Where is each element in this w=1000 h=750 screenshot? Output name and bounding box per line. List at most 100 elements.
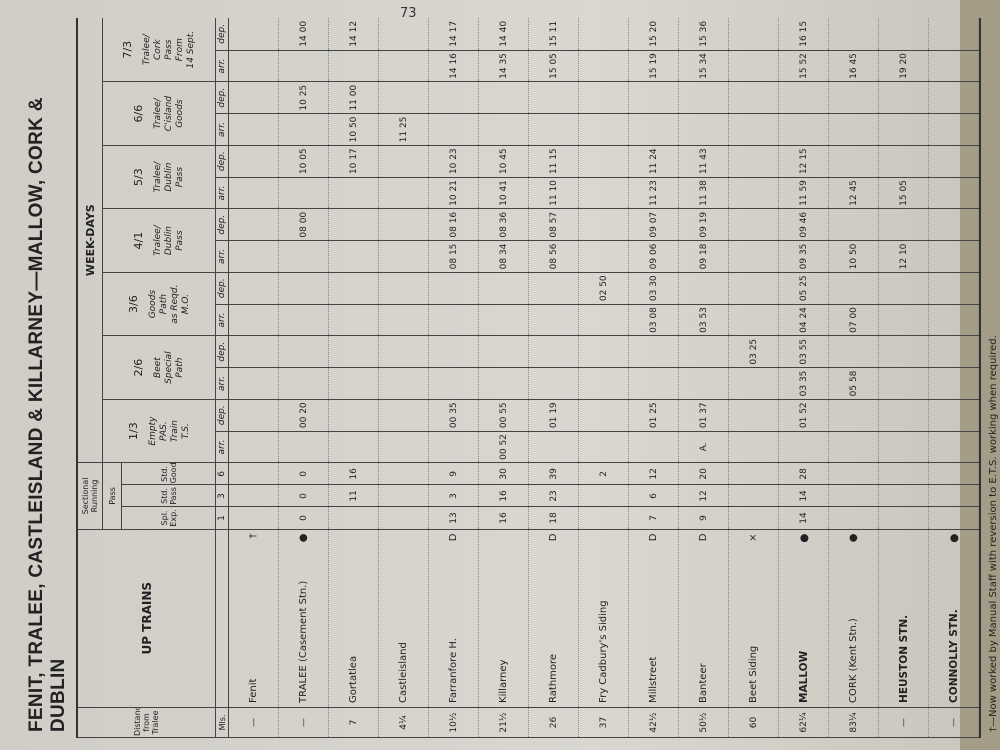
time [278,113,329,146]
running-time [828,462,879,485]
train-description: M.O. [180,293,191,315]
time [878,18,929,51]
time-value: 03 35 [798,370,809,397]
arr-label: arr. [215,50,229,82]
time-value: 08 16 [448,211,459,238]
time-value: 15 05 [898,180,909,206]
time [878,399,929,432]
time-value: 10 25 [298,84,309,111]
time: 09 07 [628,208,679,241]
time: 11 23 [628,177,679,209]
arr-label: arr. [215,367,229,400]
time: 00 35 [428,399,479,432]
time [278,240,329,273]
time [728,145,779,178]
running-time: 18 [528,506,579,530]
time-value: 10 41 [498,180,509,206]
time: 14 35 [478,50,529,82]
time [928,335,979,368]
time: 09 46 [778,208,829,241]
time: 15 36 [678,18,729,51]
station-name: ● TRALEE (Casement Stn.) [278,529,329,708]
time-value: 03 53 [698,307,709,333]
time: 03 30 [628,272,679,305]
time: 10 23 [428,145,479,178]
time [828,208,879,241]
distance: 26 [528,707,579,738]
time-value: 11 24 [648,148,659,175]
time [928,145,979,178]
time-value: 00 52 [498,434,509,460]
time-value: 04 24 [798,307,809,333]
time-value: 00 20 [298,402,309,429]
time [878,431,929,463]
train-description: Path [158,294,169,315]
running-time: 16 [478,484,529,507]
train-number: 3/6 [126,295,140,313]
time: 12 15 [778,145,829,178]
train-description: Goods [147,289,158,319]
running-value: 11 [348,490,359,502]
train-number: 1/3 [126,422,140,440]
train-header: 2/6 Beet Special Path [102,335,216,400]
time [328,208,379,241]
time: 01 19 [528,399,579,432]
station-name: Castleisland [378,529,429,708]
time [728,367,779,400]
station-name: D Millstreet [628,529,679,708]
time [378,177,429,209]
time [728,399,779,432]
time [728,113,779,146]
station-name: ● MALLOW [778,529,829,708]
time [528,81,579,114]
time [678,113,729,146]
running-value: 13 [448,512,459,524]
time [578,431,629,463]
time [528,367,579,400]
time-value: 11 23 [648,180,659,206]
station-name: ● CONNOLLY STN. [928,529,979,708]
running-value: 28 [798,468,809,480]
time-value: 14 17 [448,20,459,47]
station-name: D Banteer [678,529,729,708]
time [928,399,979,432]
time-value: 11 00 [348,84,359,111]
dep-label: dep. [215,81,229,114]
time [678,335,729,368]
running-time: 14 [778,506,829,530]
arr-label: arr. [215,304,229,336]
running-time [878,506,929,530]
time [428,81,479,114]
time [228,177,279,209]
distance: 21½ [478,707,529,738]
station-row: 26 D Rathmore 18 23 39 01 19 08 56 08 57 11 10 11 … [528,18,579,738]
station-row: 42½ D Millstreet 7 6 12 01 25 03 08 03 30 09 06 09… [628,18,679,738]
station-row: — HEUSTON STN. 12 10 15 05 19 20 [878,18,929,738]
time [578,335,629,368]
time-value: 09 46 [798,211,809,238]
station-name: Killarney [478,529,529,708]
time [578,240,629,273]
time [328,177,379,209]
running-value: 14 [798,490,809,502]
time [878,208,929,241]
time: 10 21 [428,177,479,209]
running-time: 20 [678,462,729,485]
time [278,431,329,463]
time-value: 08 34 [498,243,509,270]
train-description: Train [169,419,180,443]
time-value: 15 34 [698,53,709,79]
time-value: 05 25 [798,275,809,302]
running-time [728,506,779,530]
station-mark: ● [797,533,810,543]
time: 11 59 [778,177,829,209]
time-value: 14 35 [498,53,509,79]
time [928,81,979,114]
time [828,335,879,368]
up-trains-header: UP TRAINS [78,529,216,708]
time [828,145,879,178]
running-time: 0 [278,484,329,507]
running-time: 11 [328,484,379,507]
running-time: 28 [778,462,829,485]
time-value: 08 00 [298,211,309,238]
